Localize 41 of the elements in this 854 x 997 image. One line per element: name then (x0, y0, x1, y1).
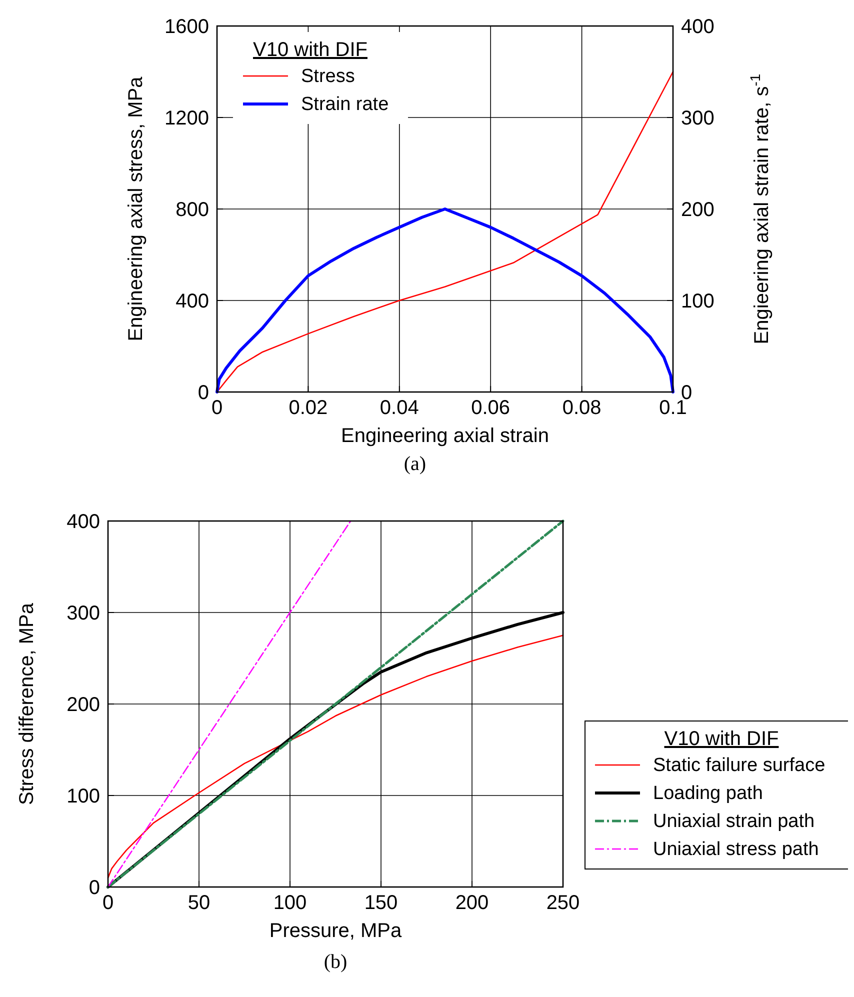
x-tick-label: 0.02 (288, 397, 328, 419)
legend-label: Strain rate (301, 94, 389, 115)
x-tick-label: 150 (364, 892, 398, 914)
y2-tick-label: 400 (681, 16, 714, 38)
legend-label: Stress (301, 66, 355, 87)
y2-tick-label: 100 (681, 290, 714, 312)
x-tick-label: 0 (211, 397, 223, 419)
y2-tick-label: 200 (681, 199, 714, 221)
legend-label: Static failure surface (653, 755, 826, 776)
x-tick-label: 0.08 (562, 397, 602, 419)
y-tick-label: 400 (66, 511, 100, 533)
legend-title: V10 with DIF (253, 39, 368, 61)
y2-tick-label: 300 (681, 108, 714, 130)
x-tick-label: 200 (455, 892, 489, 914)
legend-title: V10 with DIF (664, 728, 779, 750)
y-tick-label: 400 (176, 290, 209, 312)
y2-tick-label: 0 (681, 382, 692, 404)
y-tick-label: 800 (176, 199, 209, 221)
x-axis-title: Engineering axial strain (341, 425, 549, 447)
y-tick-label: 300 (66, 602, 100, 624)
x-tick-label: 0.04 (380, 397, 419, 419)
x-axis-title: Pressure, MPa (269, 920, 403, 942)
legend-label: Uniaxial stress path (653, 839, 819, 860)
x-tick-label: 0.06 (471, 397, 510, 419)
x-tick-label: 100 (273, 892, 307, 914)
x-tick-label: 50 (188, 892, 210, 914)
y-axis-title: Engineering axial stress, MPa (125, 76, 147, 342)
legend-label: Loading path (653, 783, 763, 804)
y-axis-title: Stress difference, MPa (16, 602, 38, 805)
y-tick-label: 100 (66, 786, 100, 808)
y-tick-label: 1600 (164, 16, 209, 38)
line-series (216, 208, 674, 394)
text: (a) (404, 453, 426, 475)
y-tick-label: 0 (88, 877, 100, 899)
text: (b) (324, 951, 348, 973)
x-tick-label: 250 (546, 892, 580, 914)
y-tick-label: 200 (66, 694, 100, 716)
legend-label: Uniaxial strain path (653, 811, 815, 832)
x-tick-label: 0 (102, 892, 114, 914)
y-tick-label: 0 (198, 382, 209, 404)
y-tick-label: 1200 (164, 108, 209, 130)
